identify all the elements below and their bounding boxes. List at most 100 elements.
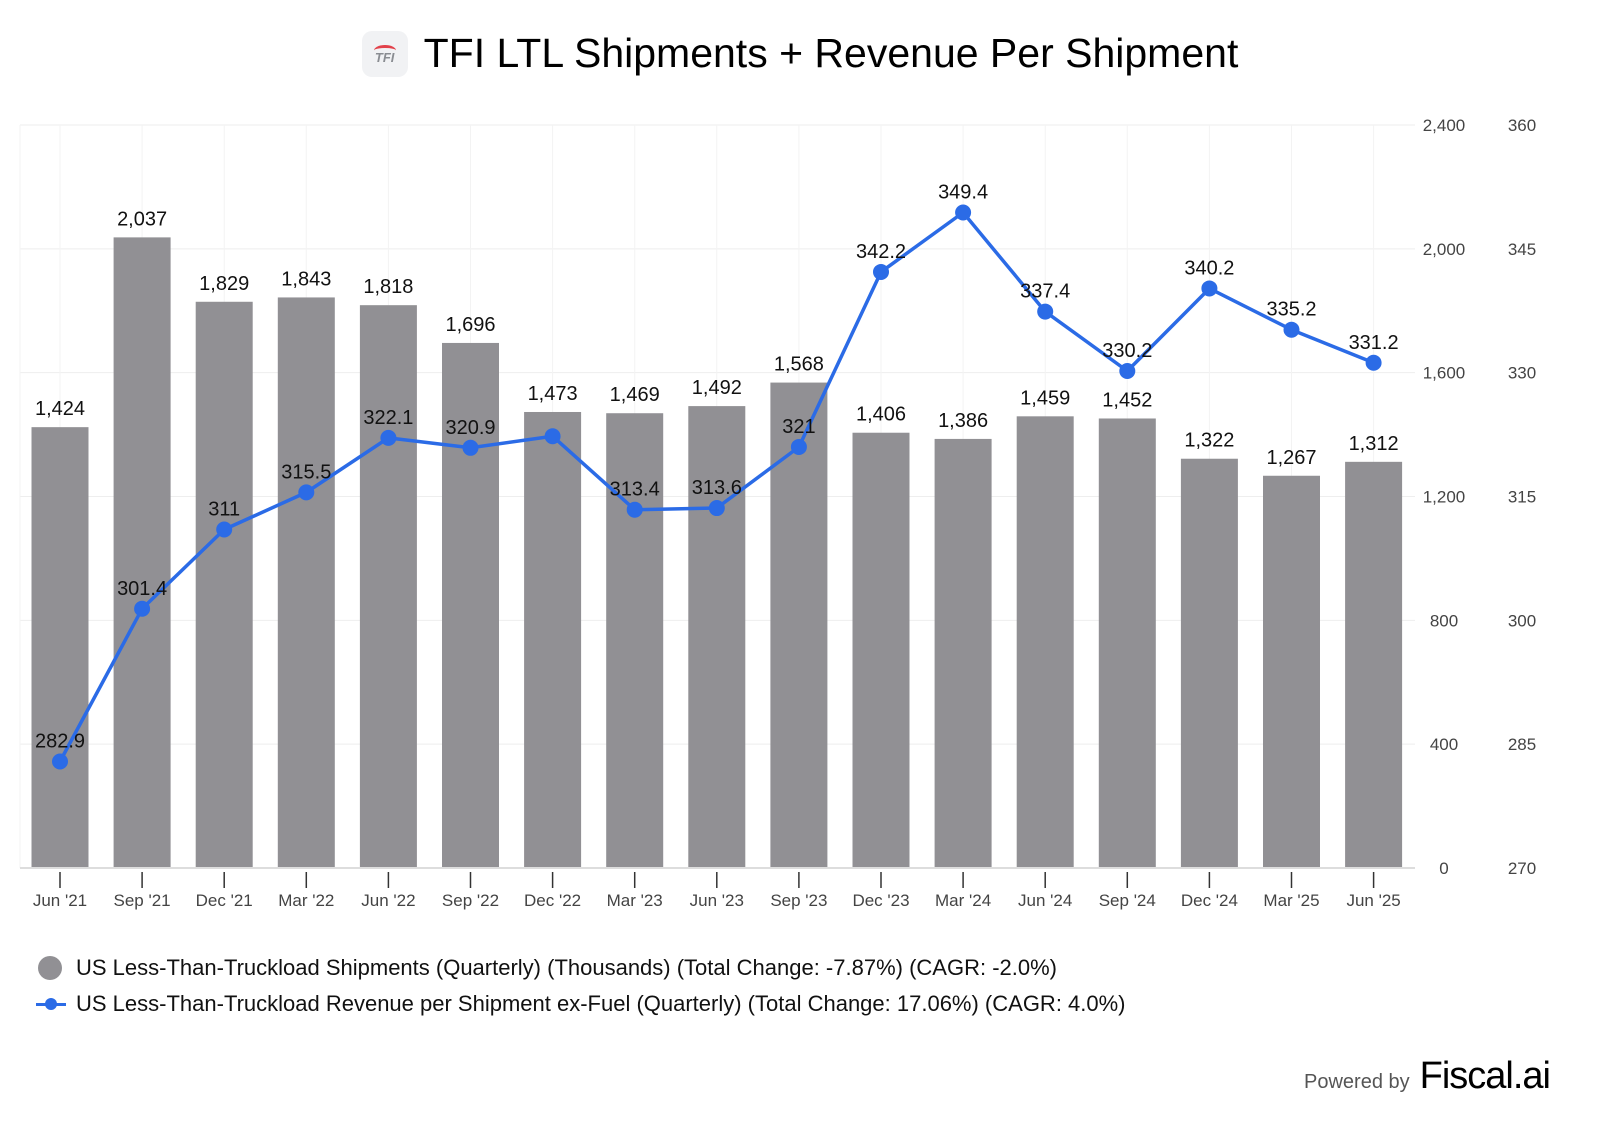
y-right-tick-label: 315 (1508, 488, 1536, 507)
y-right-tick-label: 345 (1508, 240, 1536, 259)
x-tick-label: Jun '25 (1346, 891, 1400, 910)
bar (442, 342, 499, 868)
bar-data-label: 1,829 (199, 273, 249, 295)
line-point (1119, 363, 1136, 380)
bar-data-label: 1,696 (445, 314, 495, 336)
x-tick-label: Dec '23 (852, 891, 909, 910)
line-data-label: 331.2 (1349, 332, 1399, 354)
y-left-tick-label: 2,000 (1423, 240, 1466, 259)
line-data-label: 282.9 (35, 731, 85, 753)
legend-bar-swatch-icon (38, 956, 62, 980)
line-data-label: 349.4 (938, 182, 988, 204)
bar-series (31, 237, 1403, 868)
x-tick-label: Mar '22 (278, 891, 334, 910)
chart-title: TFI LTL Shipments + Revenue Per Shipment (423, 30, 1239, 76)
legend: US Less-Than-Truckload Shipments (Quarte… (36, 950, 1126, 1022)
line-point (380, 429, 397, 446)
bar (113, 237, 171, 868)
x-tick-label: Mar '25 (1263, 891, 1319, 910)
x-tick-label: Dec '22 (524, 891, 581, 910)
line-data-label: 315.5 (281, 461, 331, 483)
x-tick-label: Mar '24 (935, 891, 991, 910)
legend-item-revenue-per-shipment[interactable]: US Less-Than-Truckload Revenue per Shipm… (36, 986, 1126, 1022)
bar (359, 305, 417, 868)
bar-data-label: 1,424 (35, 398, 85, 420)
line-data-label: 322.1 (363, 407, 413, 429)
bar-data-label: 1,568 (774, 354, 824, 376)
line-point (52, 753, 68, 770)
x-tick-label: Jun '23 (690, 891, 744, 910)
y-right-tick-label: 270 (1508, 859, 1536, 878)
line-point (1283, 321, 1300, 338)
legend-label: US Less-Than-Truckload Shipments (Quarte… (76, 955, 1057, 980)
x-tick-label: Mar '23 (607, 891, 663, 910)
line-point (1365, 354, 1382, 371)
powered-by: Powered by Fiscal.ai (1304, 1055, 1551, 1098)
x-tick-label: Sep '23 (770, 891, 827, 910)
line-point (626, 501, 643, 518)
line-point (790, 438, 807, 455)
line-point (544, 428, 561, 445)
company-logo: TFI (361, 30, 408, 77)
y-left-tick-label: 2,400 (1423, 116, 1466, 135)
bar-data-label: 1,322 (1184, 430, 1234, 452)
x-axis: Jun '21 Sep '21 Dec '21 Mar '22 Jun '22 Sep '… (20, 867, 1415, 910)
line-point (1037, 303, 1054, 320)
bar-data-label: 1,406 (856, 404, 906, 426)
bar (1016, 416, 1074, 868)
line-point (1201, 280, 1218, 297)
legend-label: US Less-Than-Truckload Revenue per Shipm… (76, 991, 1126, 1016)
bar (1263, 475, 1320, 868)
x-tick-label: Sep '21 (114, 891, 171, 910)
line-data-label: 340.2 (1184, 257, 1234, 279)
chart-header: TFI TFI LTL Shipments + Revenue Per Ship… (0, 30, 1600, 77)
bar (606, 413, 664, 868)
bar-data-label: 1,469 (610, 384, 660, 406)
y-left-tick-label: 1,600 (1423, 364, 1466, 383)
x-tick-label: Jun '22 (361, 891, 415, 910)
y-left-tick-label: 800 (1430, 611, 1458, 630)
bar-data-label: 2,037 (117, 208, 167, 230)
bar (524, 411, 582, 868)
bar-data-label: 1,473 (528, 383, 578, 405)
bar (770, 382, 828, 868)
bar (1345, 461, 1403, 868)
line-point (873, 263, 889, 280)
line-point (462, 439, 479, 456)
line-data-label: 337.4 (1020, 281, 1070, 303)
line-data-label: 313.6 (692, 477, 742, 499)
y-left-tick-label: 0 (1439, 859, 1448, 878)
bar (1098, 418, 1156, 868)
bar (852, 432, 910, 868)
powered-by-text: Powered by (1304, 1071, 1410, 1093)
legend-line-marker-icon (36, 992, 66, 1016)
bar-data-label: 1,818 (363, 276, 413, 298)
x-tick-label: Jun '21 (33, 891, 87, 910)
line-data-labels: 282.9 301.4 311 315.5 322.1 320.9 313.4 313.6 32… (35, 182, 1399, 753)
line-data-label: 313.4 (610, 479, 660, 501)
bar (195, 301, 253, 868)
bar (688, 406, 746, 868)
bar-data-label: 1,452 (1102, 389, 1152, 411)
x-tick-label: Dec '21 (196, 891, 253, 910)
y-left-tick-label: 1,200 (1423, 488, 1466, 507)
line-data-label: 335.2 (1266, 299, 1316, 321)
bar (277, 297, 335, 868)
brand-logo[interactable]: Fiscal.ai (1419, 1055, 1551, 1097)
bar-data-label: 1,843 (281, 268, 331, 290)
line-data-label: 311 (208, 499, 240, 521)
bar-data-label: 1,459 (1020, 387, 1070, 409)
line-data-label: 301.4 (117, 578, 167, 600)
y-right-tick-label: 300 (1508, 611, 1536, 630)
bar (934, 438, 992, 868)
bar-data-label: 1,386 (938, 410, 988, 432)
y-axis-right: 270 285 300 315 330 345 360 (1508, 116, 1536, 878)
line-point (298, 484, 315, 501)
bar-data-labels: 1,424 2,037 1,829 1,843 1,818 1,696 1,473 1,469… (35, 208, 1399, 468)
line-point (216, 521, 233, 538)
line-data-label: 320.9 (445, 417, 495, 439)
x-tick-label: Sep '24 (1099, 891, 1156, 910)
x-tick-label: Jun '24 (1018, 891, 1072, 910)
line-series (52, 204, 1382, 770)
legend-item-shipments[interactable]: US Less-Than-Truckload Shipments (Quarte… (36, 950, 1126, 986)
